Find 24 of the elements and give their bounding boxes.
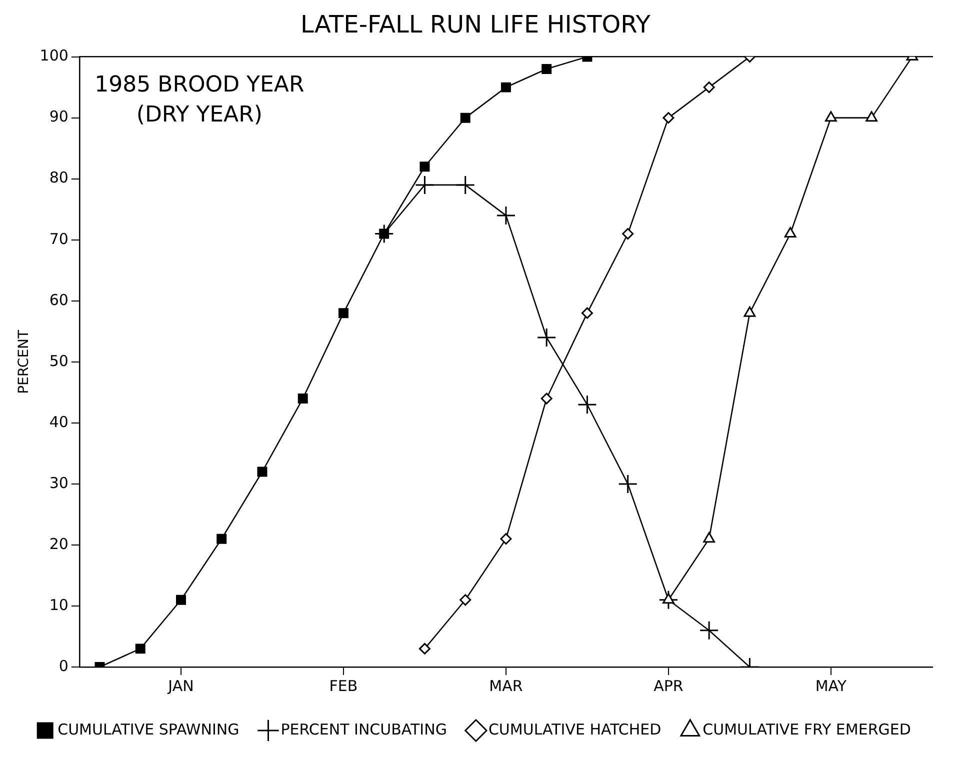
legend-label: CUMULATIVE SPAWNING xyxy=(58,720,240,738)
x-tick-label: JAN xyxy=(167,676,194,695)
y-tick-label: 30 xyxy=(49,474,68,492)
x-tick-label: MAY xyxy=(815,676,848,695)
y-axis-title: PERCENT xyxy=(16,329,32,394)
y-tick-label: 50 xyxy=(49,352,68,370)
y-tick-label: 60 xyxy=(49,290,68,309)
chart-title: LATE-FALL RUN LIFE HISTORY xyxy=(300,10,651,39)
y-tick-label: 100 xyxy=(40,46,68,65)
y-tick-label: 10 xyxy=(49,596,68,614)
y-tick-label: 20 xyxy=(49,534,68,553)
legend-label: PERCENT INCUBATING xyxy=(280,720,447,738)
annotation: 1985 BROOD YEAR xyxy=(94,72,304,98)
y-tick-label: 70 xyxy=(49,230,68,248)
x-tick-label: FEB xyxy=(329,676,358,695)
y-tick-label: 90 xyxy=(49,108,68,126)
y-tick-label: 40 xyxy=(49,412,68,431)
legend-label: CUMULATIVE HATCHED xyxy=(488,720,662,738)
x-tick-label: MAR xyxy=(489,676,523,695)
annotation: (DRY YEAR) xyxy=(136,102,262,128)
x-tick-label: APR xyxy=(654,676,684,695)
y-tick-label: 80 xyxy=(49,168,68,187)
legend-label: CUMULATIVE FRY EMERGED xyxy=(702,720,911,738)
y-tick-label: 0 xyxy=(58,656,68,675)
